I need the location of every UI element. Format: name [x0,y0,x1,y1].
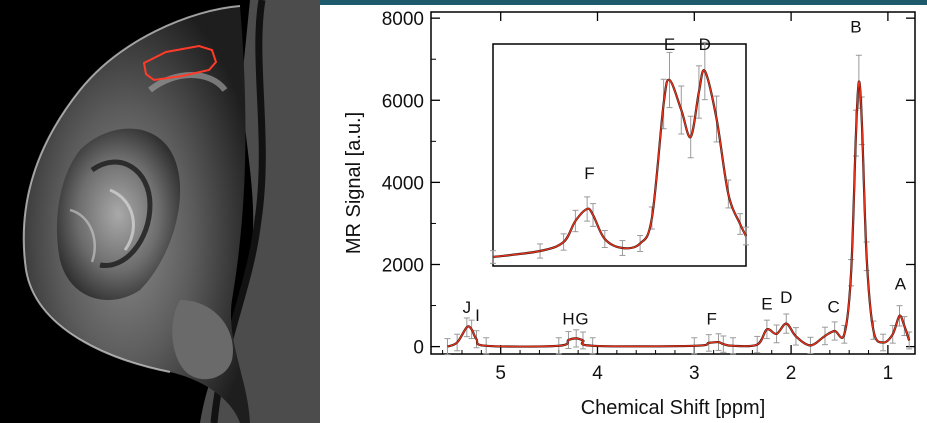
x-axis-label: Chemical Shift [ppm] [581,397,766,419]
upper-tissue-band [148,72,228,93]
main-peak-labels: J I H G FE D CBA [463,18,907,329]
bright-streak-2 [69,208,97,263]
main-peak-label-i: I [475,306,480,325]
inset-frame [492,43,747,267]
main-peak-label-e: E [761,295,772,314]
y-tick-label-6000: 6000 [382,91,424,112]
main-peak-label-d: D [780,288,792,307]
main-peak-label-h: H [562,309,574,328]
top-accent-bar [320,0,927,5]
main-error-bar-0 [444,338,451,356]
inset-fit-line [492,69,747,258]
inset-background [493,44,746,266]
inset-peak-label-e: E [664,35,675,54]
main-axis-ticks: 5 4 3 2 1 0 2000 4000 6000 8000 [382,9,915,384]
main-peak-label-j: J [463,298,472,317]
main-peak-label-f: F [707,309,717,328]
main-fit-line [447,80,910,348]
main-peak-label-g: G [575,309,588,328]
main-peak-label-b: B [850,18,861,37]
x-tick-label-2: 2 [786,363,797,384]
inset-peak-label-f: F [584,164,594,183]
dark-fold-1 [90,159,153,268]
inset-peak-labels: F E D [584,35,711,183]
y-tick-label-0: 0 [413,338,424,359]
main-peak-label-c: C [828,298,840,317]
bright-streak-1 [109,188,135,251]
y-tick-label-4000: 4000 [382,173,424,194]
y-tick-label-8000: 8000 [382,9,424,30]
lower-lobe [172,300,233,380]
y-axis-label: MR Signal [a.u.] [343,112,365,254]
main-peak-label-a: A [895,275,907,294]
x-tick-label-5: 5 [495,363,506,384]
x-tick-label-3: 3 [689,363,700,384]
skin-edge [22,5,241,373]
glandular-tissue [56,128,181,300]
mri-breast-image [0,0,320,423]
y-tick-label-2000: 2000 [382,255,424,276]
roi-outline [142,44,218,82]
inset-peak-label-d: D [699,35,711,54]
x-tick-label-4: 4 [592,363,603,384]
x-tick-label-1: 1 [883,363,894,384]
